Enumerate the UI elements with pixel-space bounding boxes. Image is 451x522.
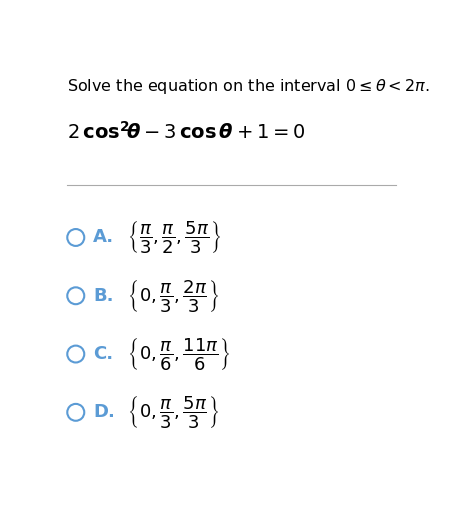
Text: D.: D. bbox=[93, 404, 115, 421]
Text: $\left\{0,\dfrac{\pi}{6},\dfrac{11\pi}{6}\right\}$: $\left\{0,\dfrac{\pi}{6},\dfrac{11\pi}{6… bbox=[126, 336, 230, 372]
Text: $\left\{0,\dfrac{\pi}{3},\dfrac{2\pi}{3}\right\}$: $\left\{0,\dfrac{\pi}{3},\dfrac{2\pi}{3}… bbox=[126, 278, 218, 314]
Text: $\left\{\dfrac{\pi}{3},\dfrac{\pi}{2},\dfrac{5\pi}{3}\right\}$: $\left\{\dfrac{\pi}{3},\dfrac{\pi}{2},\d… bbox=[126, 219, 221, 255]
Text: Solve the equation on the interval $0 \leq \theta < 2\pi$.: Solve the equation on the interval $0 \l… bbox=[67, 77, 429, 96]
Text: $2\,\mathbf{cos}^{\mathbf{2}}\!\boldsymbol{\theta} - 3\,\mathbf{cos}\,\boldsymbo: $2\,\mathbf{cos}^{\mathbf{2}}\!\boldsymb… bbox=[67, 121, 305, 143]
Text: $\left\{0,\dfrac{\pi}{3},\dfrac{5\pi}{3}\right\}$: $\left\{0,\dfrac{\pi}{3},\dfrac{5\pi}{3}… bbox=[126, 394, 218, 430]
Text: C.: C. bbox=[93, 345, 113, 363]
Text: B.: B. bbox=[93, 287, 114, 305]
Text: A.: A. bbox=[93, 229, 114, 246]
